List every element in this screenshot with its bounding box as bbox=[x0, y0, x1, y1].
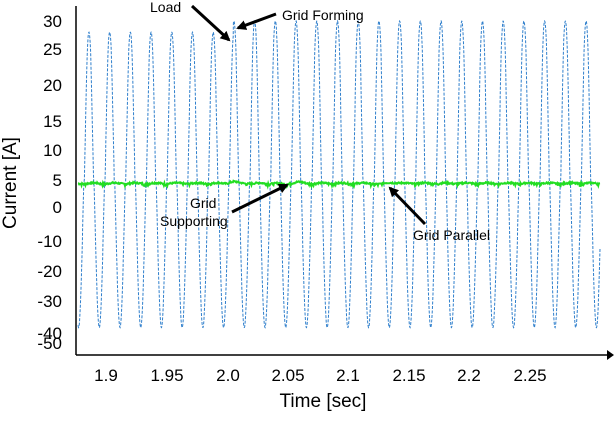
series-layer bbox=[77, 19, 601, 329]
y-tick-label: 25 bbox=[43, 40, 62, 59]
y-tick-label: 30 bbox=[43, 12, 62, 31]
y-tick-label: 5 bbox=[53, 171, 62, 190]
annotation-load: Load bbox=[150, 0, 181, 15]
annotations: Load Grid Forming Grid Supporting Grid Pa… bbox=[150, 0, 490, 243]
y-ticks: 30 25 20 15 10 5 0 -10 -20 -30 -40 -50 bbox=[37, 12, 62, 353]
x-tick-label: 1.95 bbox=[150, 366, 183, 385]
x-tick-label: 2.15 bbox=[392, 366, 425, 385]
annotation-grid-supporting-arrow bbox=[231, 183, 289, 214]
annotation-grid-supporting-line1: Grid Supporting bbox=[160, 195, 228, 229]
x-axis-arrow bbox=[607, 350, 614, 360]
y-tick-label: -20 bbox=[37, 262, 62, 281]
series-inverter-current-line bbox=[77, 179, 601, 191]
x-axis-title: Time [sec] bbox=[280, 391, 367, 412]
y-axis-title: Current [A] bbox=[0, 137, 21, 229]
y-tick-label: -30 bbox=[37, 292, 62, 311]
y-tick-label: 20 bbox=[43, 76, 62, 95]
y-tick-label: -50 bbox=[37, 334, 62, 353]
x-ticks: 1.9 1.95 2.0 2.05 2.1 2.15 2.2 2.25 bbox=[94, 366, 546, 385]
x-tick-label: 2.1 bbox=[336, 366, 360, 385]
x-tick-label: 2.2 bbox=[457, 366, 481, 385]
y-tick-label: -10 bbox=[37, 232, 62, 251]
annotation-grid-forming-arrow bbox=[236, 12, 277, 30]
x-tick-label: 1.9 bbox=[94, 366, 118, 385]
x-tick-label: 2.05 bbox=[271, 366, 304, 385]
y-tick-label: 15 bbox=[43, 112, 62, 131]
annotation-grid-parallel: Grid Parallel bbox=[413, 227, 490, 243]
y-tick-label: 10 bbox=[43, 141, 62, 160]
x-tick-label: 2.25 bbox=[513, 366, 546, 385]
annotation-load-arrow bbox=[190, 4, 231, 42]
y-tick-label: -40 bbox=[37, 324, 62, 343]
y-tick-label: 0 bbox=[53, 198, 62, 217]
x-tick-label: 2.0 bbox=[216, 366, 240, 385]
series-load-current-line bbox=[77, 19, 601, 329]
annotation-grid-forming: Grid Forming bbox=[282, 7, 364, 23]
annotation-grid-parallel-arrow bbox=[388, 186, 427, 226]
